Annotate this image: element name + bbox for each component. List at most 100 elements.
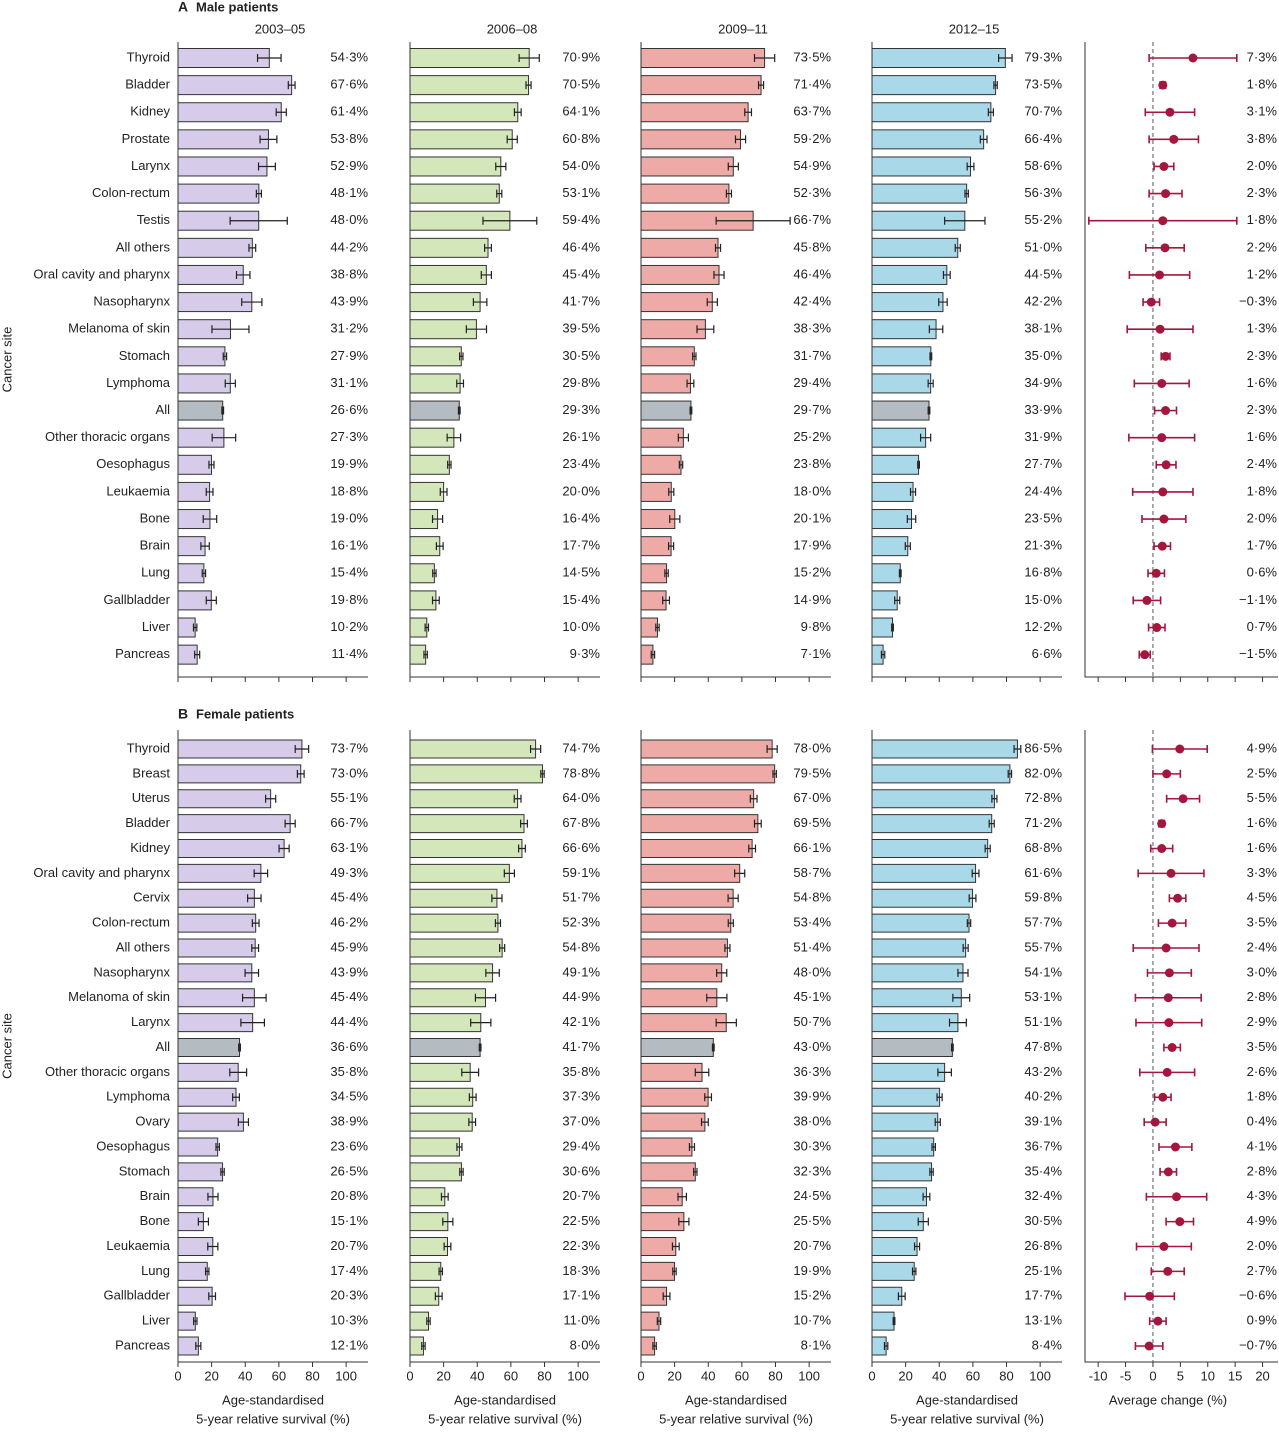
value-label: 66·6% [562,840,600,855]
category-label: Oral cavity and pharynx [33,865,170,880]
bar [177,264,244,285]
error-bar [672,1267,677,1276]
x-axis-label: Age-standardised [454,1392,556,1407]
value-label: 17·7% [1024,1288,1062,1303]
error-bar [287,81,296,90]
bar [640,400,692,421]
bar [409,1162,462,1182]
value-label: 51·7% [562,890,600,905]
x-tick-label: 100 [1029,1368,1051,1383]
bar [409,481,445,502]
category-label: Other thoracic organs [45,429,171,444]
error-bar [749,794,758,803]
bar [640,1038,714,1057]
error-bar [668,487,675,496]
error-bar [465,325,488,334]
bar [640,839,753,858]
error-bar [688,1143,696,1151]
error-bar [192,623,198,632]
error-bar [724,944,731,952]
value-label: 46·2% [330,915,368,930]
value-label: 30·5% [562,348,600,363]
change-point [1164,968,1174,978]
x-tick-label: -10 [1089,1368,1108,1383]
change-point [1146,297,1156,307]
bar [871,75,997,96]
value-label: 29·4% [562,1138,600,1153]
x-tick-label: 80 [537,1368,551,1383]
error-bar [669,515,681,524]
error-bar [237,1118,250,1127]
value-label: 73·5% [793,49,831,64]
error-bar [1007,769,1013,778]
error-bar [766,745,778,753]
category-label: Bone [140,1213,170,1228]
bar [640,1137,693,1157]
change-point [1188,53,1198,63]
bar [640,183,730,204]
change-point [1161,943,1171,953]
error-bar [256,54,282,62]
value-label: 12·1% [330,1337,368,1352]
error-bar [443,1242,452,1251]
bar [871,427,927,448]
error-bar [248,243,257,252]
error-bar [686,379,695,388]
change-point [1163,1266,1173,1276]
value-label: 55·1% [330,790,368,805]
bar [640,292,713,313]
category-label: All [156,402,171,417]
value-label: 45·9% [330,939,368,954]
x-tick-label: 40 [470,1368,484,1383]
value-label: 45·4% [330,890,368,905]
bar [871,536,909,557]
error-bar [689,406,693,415]
value-label: 53·1% [562,185,600,200]
bar [640,913,732,933]
bar [871,1212,924,1232]
value-label: 34·5% [330,1089,368,1104]
bar [640,536,672,557]
value-label: 15·2% [793,1288,831,1303]
value-label: 48·1% [330,185,368,200]
bar [177,292,253,313]
bar [409,1112,473,1132]
category-label: Nasopharynx [93,964,170,979]
value-label: 51·1% [1024,1014,1062,1029]
error-bar [438,1267,444,1276]
value-label: 1·8% [1247,1089,1278,1104]
value-label: 52·3% [793,185,831,200]
bar [177,764,302,784]
bar [871,156,972,177]
error-bar [891,623,894,632]
value-label: 31·2% [330,321,368,336]
change-point [1159,1242,1169,1251]
value-label: 18·3% [562,1263,600,1278]
value-label: 4·1% [1247,1138,1278,1153]
error-bar [706,298,718,307]
error-bar [652,1342,657,1350]
error-bar [942,270,951,279]
category-label: Cervix [133,890,170,905]
bar [640,237,719,258]
error-bar [971,869,980,878]
error-bar [503,869,516,878]
error-bar [482,216,538,225]
category-label: Kidney [130,840,170,855]
error-bar [700,1118,709,1127]
error-bar [426,1317,431,1326]
bar [871,963,964,983]
bar [177,1261,208,1281]
value-label: 23·5% [1024,510,1062,525]
category-label: All [156,1039,171,1054]
bar [409,183,500,204]
value-label: 50·7% [793,1014,831,1029]
change-point [1165,107,1175,117]
bar [409,292,481,313]
error-bar [240,1018,266,1027]
bar [640,156,734,177]
category-label: Bladder [125,77,170,92]
value-label: 59·1% [562,865,600,880]
bar [640,346,695,367]
